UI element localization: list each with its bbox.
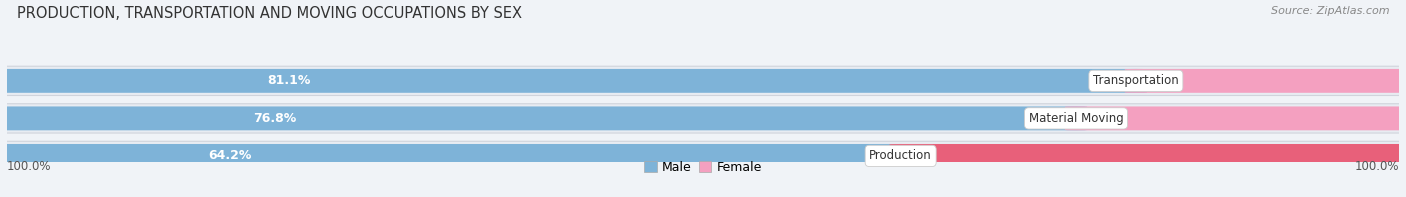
Text: Production: Production xyxy=(869,149,932,162)
FancyBboxPatch shape xyxy=(0,106,1087,130)
Text: 76.8%: 76.8% xyxy=(253,112,295,125)
FancyBboxPatch shape xyxy=(0,69,1147,93)
Text: Transportation: Transportation xyxy=(1092,74,1178,87)
Text: PRODUCTION, TRANSPORTATION AND MOVING OCCUPATIONS BY SEX: PRODUCTION, TRANSPORTATION AND MOVING OC… xyxy=(17,6,522,21)
FancyBboxPatch shape xyxy=(1064,106,1406,130)
FancyBboxPatch shape xyxy=(0,66,1406,96)
Text: Source: ZipAtlas.com: Source: ZipAtlas.com xyxy=(1271,6,1389,16)
FancyBboxPatch shape xyxy=(0,104,1406,133)
FancyBboxPatch shape xyxy=(1125,69,1406,93)
FancyBboxPatch shape xyxy=(0,144,912,168)
FancyBboxPatch shape xyxy=(0,141,1406,171)
Text: 100.0%: 100.0% xyxy=(1354,160,1399,173)
Legend: Male, Female: Male, Female xyxy=(640,156,766,179)
Text: 64.2%: 64.2% xyxy=(208,149,252,162)
FancyBboxPatch shape xyxy=(890,144,1406,168)
Text: Material Moving: Material Moving xyxy=(1029,112,1123,125)
Text: 100.0%: 100.0% xyxy=(7,160,52,173)
Text: 81.1%: 81.1% xyxy=(267,74,311,87)
